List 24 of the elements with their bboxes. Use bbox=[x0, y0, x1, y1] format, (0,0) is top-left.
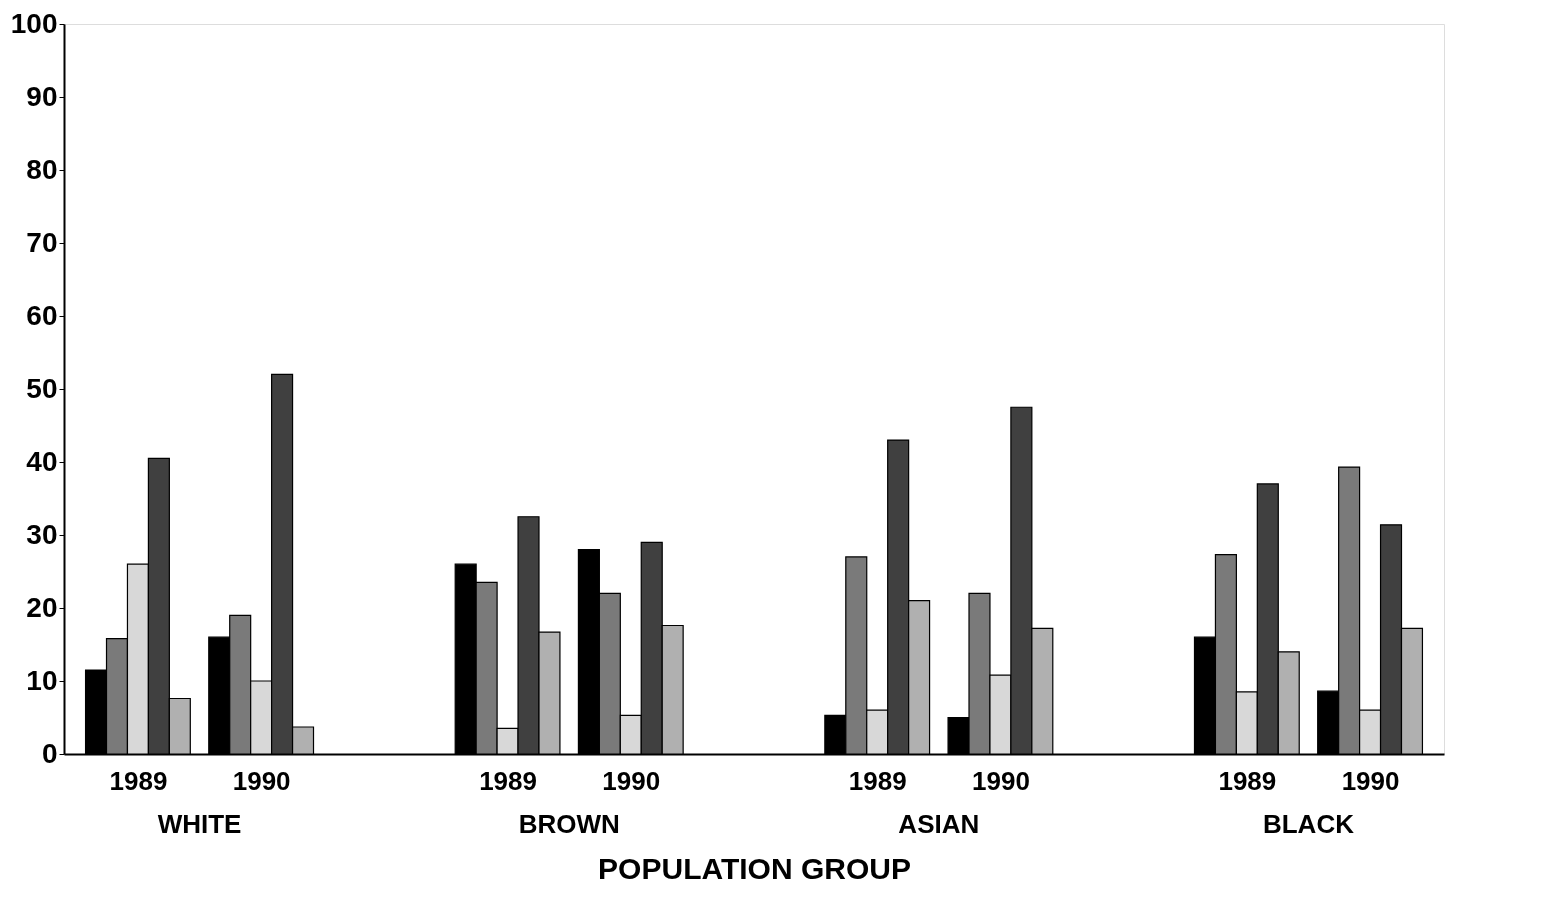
y-tick-label: 100 bbox=[10, 7, 58, 39]
text: BROWN bbox=[518, 809, 620, 839]
x-axis-title: POPULATION GROUP bbox=[598, 851, 911, 885]
x-tick-label: 1989 bbox=[1218, 765, 1277, 796]
y-tick-label: 40 bbox=[26, 445, 58, 477]
x-tick-label: 1990 bbox=[1341, 765, 1400, 796]
text: ASIAN bbox=[898, 809, 980, 839]
y-tick-label: 90 bbox=[26, 80, 58, 112]
y-tick-label: 70 bbox=[26, 226, 58, 258]
x-tick-label: 1989 bbox=[479, 765, 537, 796]
y-tick-label: 0 bbox=[41, 737, 58, 769]
y-tick-label: 60 bbox=[26, 299, 58, 331]
y-tick-label: 30 bbox=[26, 518, 58, 550]
y-tick-label: 10 bbox=[26, 664, 58, 696]
x-tick-label: 1990 bbox=[232, 765, 291, 796]
y-tick-label: 20 bbox=[26, 591, 58, 623]
x-tick-label: 1990 bbox=[602, 765, 661, 796]
x-tick-label: 1989 bbox=[109, 765, 168, 796]
x-tick-label: 1989 bbox=[848, 765, 907, 796]
text: BLACK bbox=[1262, 809, 1355, 839]
x-tick-label: 1990 bbox=[972, 765, 1030, 796]
y-tick-label: 80 bbox=[26, 153, 58, 185]
text: WHITE bbox=[157, 809, 242, 839]
y-tick-label: 50 bbox=[26, 372, 58, 404]
